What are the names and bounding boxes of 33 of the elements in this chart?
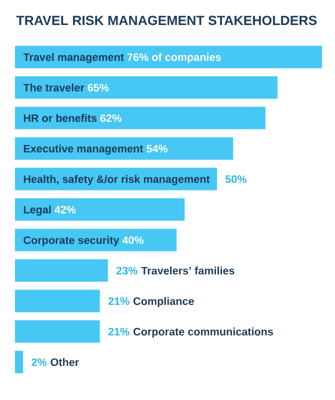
y-tick-label: Legal [24, 206, 51, 216]
data-label: 65% [88, 84, 109, 92]
bar [15, 46, 322, 68]
bar [15, 198, 185, 221]
data-label: 2% [32, 358, 47, 366]
bar [15, 320, 100, 343]
y-tick-label: Other [50, 358, 79, 366]
chart-title: TRAVEL RISK MANAGEMENT STAKEHOLDERS [16, 16, 317, 26]
data-label: 50% [226, 175, 246, 183]
bar [15, 259, 108, 282]
data-label: 42% [54, 206, 76, 214]
bar [15, 106, 266, 130]
data-label: 62% [100, 114, 122, 122]
data-label: 54% [146, 144, 168, 152]
data-label: 40% [122, 236, 144, 244]
y-tick-label: Compliance [133, 297, 194, 308]
bar [15, 228, 177, 252]
y-tick-label: Travel management [23, 53, 124, 64]
data-label: 21% [108, 297, 130, 305]
bar [15, 290, 100, 312]
y-tick-label: Corporate security [24, 236, 120, 246]
y-tick-label: Travelers’ families [141, 266, 234, 274]
y-tick-label: HR or benefits [24, 114, 97, 122]
y-tick-label: The traveler [23, 84, 84, 92]
bar [15, 350, 24, 374]
bar [15, 76, 278, 99]
y-tick-label: Corporate communications [133, 328, 274, 338]
data-label: 21% [108, 328, 130, 336]
data-label: 23% [116, 266, 138, 274]
y-tick-label: Executive management [24, 144, 144, 155]
bar [15, 137, 234, 160]
y-tick-label: Health, safety &/or risk management [24, 175, 210, 186]
data-label: 76% of companies [128, 53, 221, 64]
